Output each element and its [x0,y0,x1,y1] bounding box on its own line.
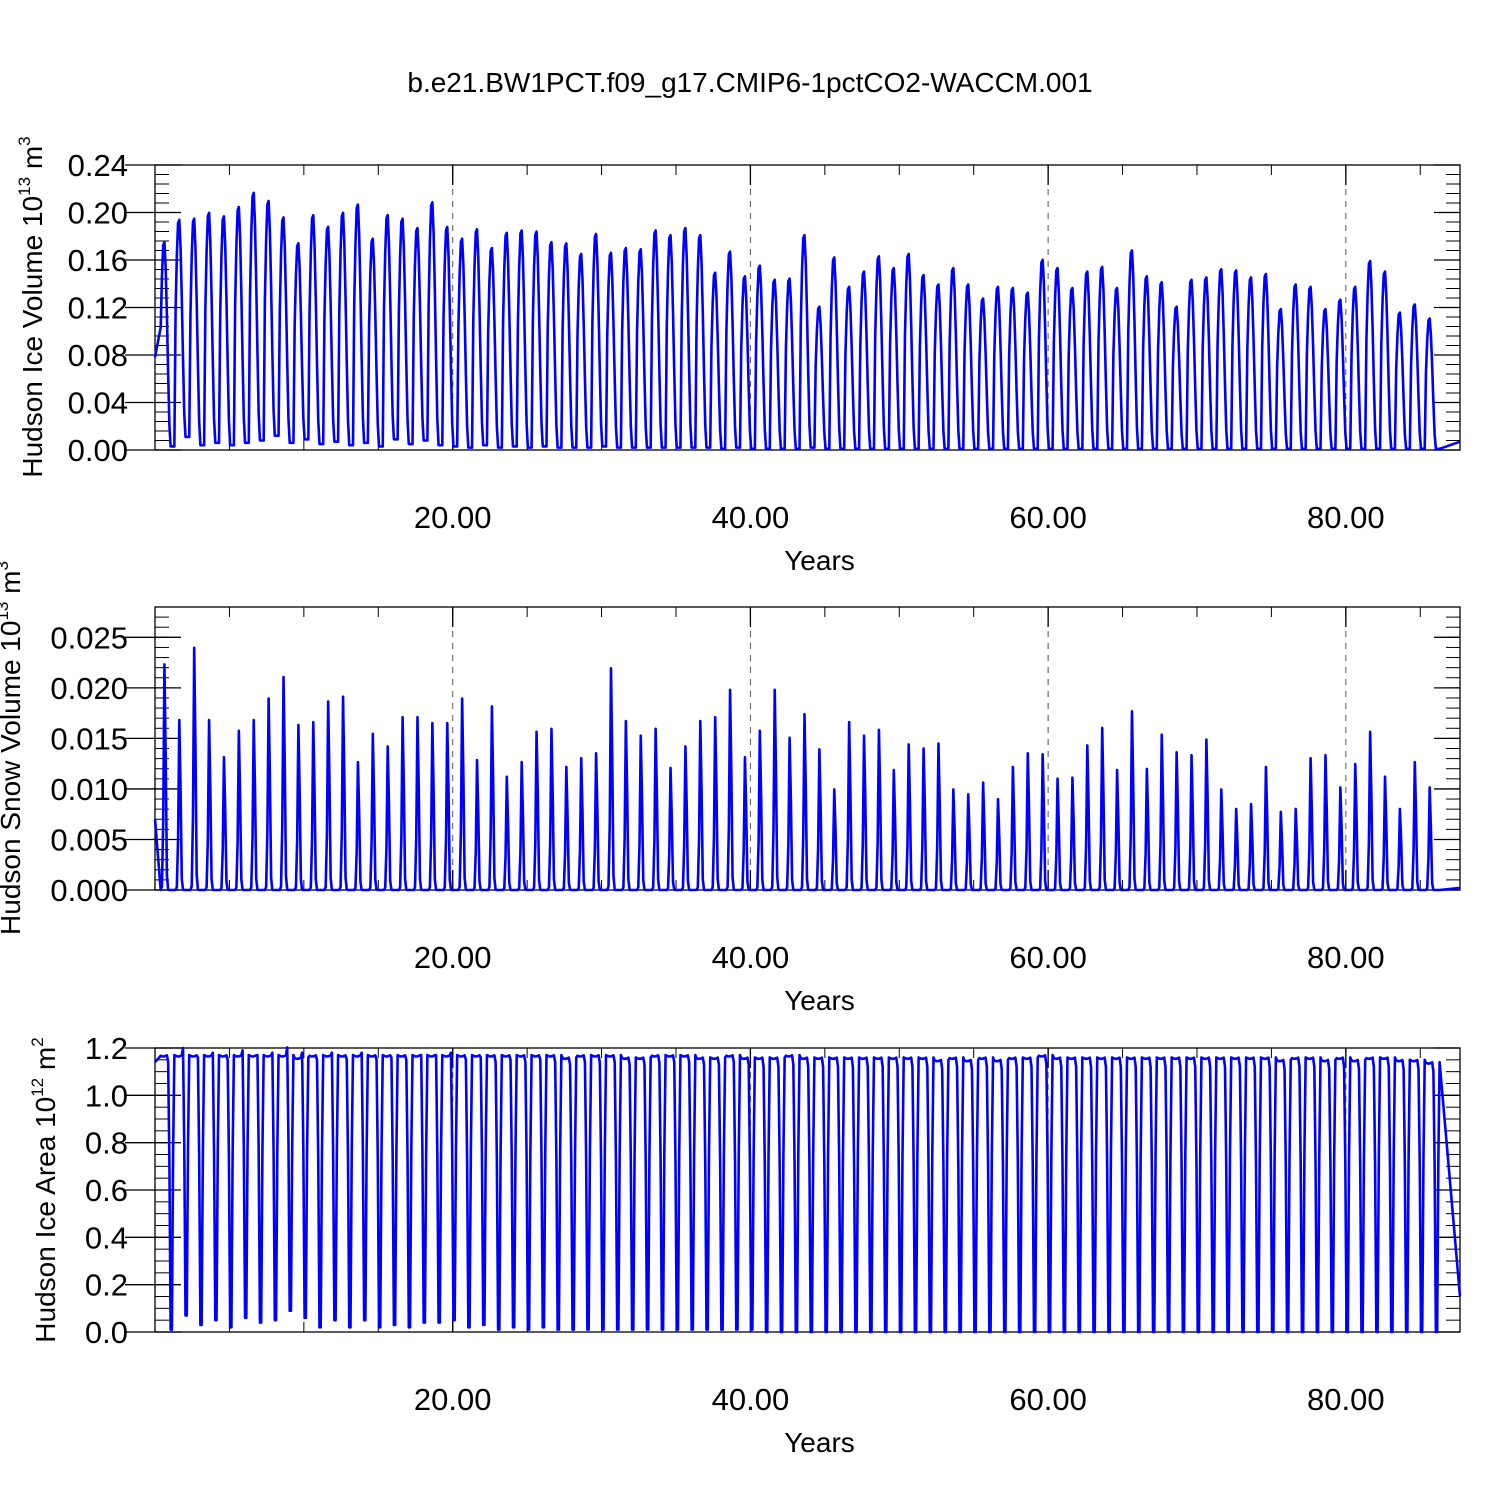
y-tick-label: 0.08 [68,338,128,373]
x-tick-label: 80.00 [1307,500,1385,535]
x-tick-label: 40.00 [712,500,790,535]
figure-title: b.e21.BW1PCT.f09_g17.CMIP6-1pctCO2-WACCM… [407,67,1092,98]
y-axis-title: Hudson Snow Volume 1013 m3 [0,561,26,935]
x-axis-title: Years [784,985,855,1016]
series-line [154,1046,1462,1334]
x-tick-label: 80.00 [1307,1382,1385,1417]
y-tick-label: 0.4 [85,1220,128,1255]
series-line [153,646,1461,892]
y-tick-label: 0.24 [68,148,128,183]
y-axis-title: Hudson Ice Area 1012 m2 [28,1037,61,1342]
y-axis-title: Hudson Ice Volume 1013 m3 [15,136,48,477]
y-tick-label: 0.0 [85,1315,128,1350]
x-axis-title: Years [784,1427,855,1458]
series-line [153,191,1461,451]
x-tick-label: 60.00 [1009,940,1087,975]
plot-frame [154,164,1461,451]
ice-volume-panel: 0.00 0.04 0.08 0.12 0.16 0.20 0.24 20.00 40.00 60… [15,136,1461,576]
y-tick-label: 0.04 [68,386,128,421]
x-tick-label: 20.00 [414,1382,492,1417]
y-tick-label: 0.025 [50,620,128,655]
x-tick-label: 40.00 [712,1382,790,1417]
x-tick-label: 60.00 [1009,1382,1087,1417]
x-tick-label: 40.00 [712,940,790,975]
y-tick-label: 0.015 [50,721,128,756]
y-tick-label: 0.020 [50,671,128,706]
x-tick-label: 20.00 [414,940,492,975]
y-tick-label: 0.20 [68,196,128,231]
y-tick-label: 0.6 [85,1173,128,1208]
y-tick-label: 1.2 [85,1031,128,1066]
x-tick-label: 60.00 [1009,500,1087,535]
y-tick-label: 0.00 [68,433,128,468]
y-tick-label: 0.12 [68,291,128,326]
snow-volume-panel: 0.000 0.005 0.010 0.015 0.020 0.025 20.00 40.00… [0,561,1461,1016]
x-tick-label: 80.00 [1307,940,1385,975]
plot-frame [154,1047,1461,1333]
y-tick-label: 0.8 [85,1126,128,1161]
x-axis-title: Years [784,545,855,576]
y-tick-label: 0.000 [50,873,128,908]
y-tick-label: 1.0 [85,1078,128,1113]
x-tick-label: 20.00 [414,500,492,535]
y-tick-label: 0.2 [85,1268,128,1303]
y-tick-label: 0.16 [68,243,128,278]
y-tick-label: 0.005 [50,822,128,857]
y-tick-label: 0.010 [50,772,128,807]
ice-area-panel: 0.0 0.2 0.4 0.6 0.8 1.0 1.2 20.00 40.00 60.00 80.0… [28,1031,1462,1458]
